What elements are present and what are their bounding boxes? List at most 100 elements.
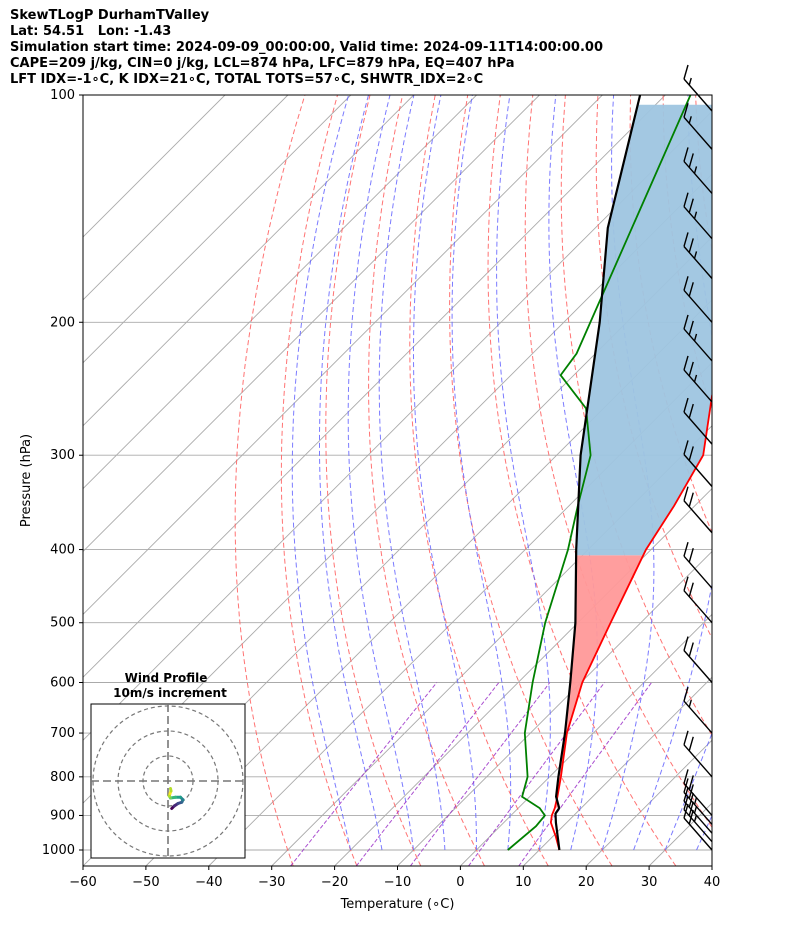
barb-flag	[688, 238, 694, 253]
barb-flag	[683, 541, 689, 557]
wind-barb	[683, 397, 713, 445]
y-tick-label: 600	[50, 676, 75, 691]
x-tick-label: 10	[515, 875, 532, 890]
barb-staff	[683, 369, 713, 403]
barb-staff	[683, 454, 713, 487]
barb-flag	[683, 486, 689, 501]
moist-adiabat	[347, 95, 414, 851]
y-axis-title: Pressure (hPa)	[19, 434, 34, 527]
barb-half-flag	[688, 699, 692, 708]
dry-adiabat	[325, 95, 422, 866]
barb-flag	[683, 314, 689, 330]
chart-title: SkewTLogP DurhamTValley	[10, 8, 210, 23]
barb-staff	[683, 500, 713, 534]
x-tick-label: −40	[195, 875, 222, 890]
moist-adiabat	[291, 95, 352, 851]
barb-flag	[683, 147, 689, 162]
moist-adiabat	[413, 95, 477, 850]
parcel-line	[554, 95, 642, 851]
barb-flag	[688, 736, 694, 752]
barb-flag	[688, 547, 694, 563]
dry-adiabat	[280, 95, 358, 866]
moist-adiabat	[601, 95, 655, 851]
profile-lines	[507, 95, 712, 851]
barb-staff	[683, 700, 713, 734]
y-tick-label: 800	[50, 770, 75, 785]
wind-barb	[683, 232, 713, 279]
cape-area	[554, 555, 644, 808]
y-tick-label: 1000	[42, 843, 75, 858]
dry-adiabat	[761, 95, 794, 866]
isotherm-line	[83, 95, 477, 490]
x-tick-label: 0	[456, 875, 464, 890]
dry-adiabat	[560, 95, 712, 737]
wind-barb	[683, 686, 713, 734]
barb-flag	[688, 775, 694, 790]
x-tick-label: −30	[258, 875, 285, 890]
wind-barb	[683, 636, 713, 683]
isotherm-line	[711, 865, 712, 866]
isotherm-line	[83, 95, 540, 553]
moist-adiabat	[548, 95, 598, 851]
wind-barb	[683, 769, 713, 816]
hodograph-title: Wind Profile	[125, 671, 208, 685]
temperature-line	[549, 392, 712, 851]
wind-barb	[683, 103, 713, 150]
mixing-ratio-line	[468, 682, 605, 866]
barb-flag	[683, 192, 689, 207]
moist-adiabat	[451, 95, 512, 851]
moist-adiabat	[496, 95, 551, 851]
isotherm-line	[83, 95, 666, 678]
barb-staff	[683, 590, 713, 624]
barb-half-flag	[693, 166, 698, 174]
isotherm-line	[271, 425, 712, 866]
wind-barb	[683, 355, 713, 403]
barb-flag	[683, 64, 689, 80]
indices-line: LFT IDX=-1∘C, K IDX=21∘C, TOTAL TOTS=57∘…	[10, 72, 484, 87]
x-tick-label: −10	[384, 875, 411, 890]
wind-barb	[683, 147, 713, 194]
barb-staff	[683, 289, 713, 323]
barb-half-flag	[693, 797, 698, 805]
barb-flag	[683, 769, 689, 784]
isotherm-line	[522, 676, 712, 866]
barb-staff	[683, 246, 713, 279]
barb-flag	[688, 642, 694, 657]
barb-half-flag	[688, 77, 692, 86]
isotherm-line	[83, 95, 226, 238]
barb-flag	[683, 397, 689, 413]
wind-barb	[683, 576, 713, 624]
barb-half-flag	[693, 374, 698, 383]
wind-barb	[683, 192, 713, 240]
x-tick-label: −60	[69, 875, 96, 890]
isotherm-line	[83, 95, 415, 427]
dry-adiabat	[728, 95, 794, 866]
wind-barb	[683, 730, 713, 778]
moist-adiabat	[633, 95, 712, 851]
isotherm-line	[397, 550, 712, 866]
isotherm-line	[83, 110, 712, 741]
barb-flag	[688, 446, 694, 461]
barb-flag	[683, 276, 689, 291]
isotherm-line	[334, 487, 712, 866]
dewpoint-line	[507, 95, 692, 851]
barb-staff	[683, 411, 713, 445]
dry-adiabat	[234, 95, 306, 866]
wind-barb	[683, 486, 713, 534]
barb-staff	[683, 791, 713, 825]
barb-staff	[683, 744, 713, 778]
dry-adiabat	[487, 95, 677, 866]
barb-half-flag	[688, 116, 692, 124]
shaded-areas	[554, 104, 712, 808]
hodograph-subtitle: 10m/s increment	[113, 686, 227, 700]
y-tick-label: 900	[50, 808, 75, 823]
barb-flag	[688, 198, 694, 213]
x-tick-label: −20	[321, 875, 348, 890]
wind-barb	[683, 541, 713, 589]
wind-barbs	[683, 64, 713, 851]
moist-adiabat	[378, 95, 446, 851]
barb-flag	[688, 320, 694, 336]
